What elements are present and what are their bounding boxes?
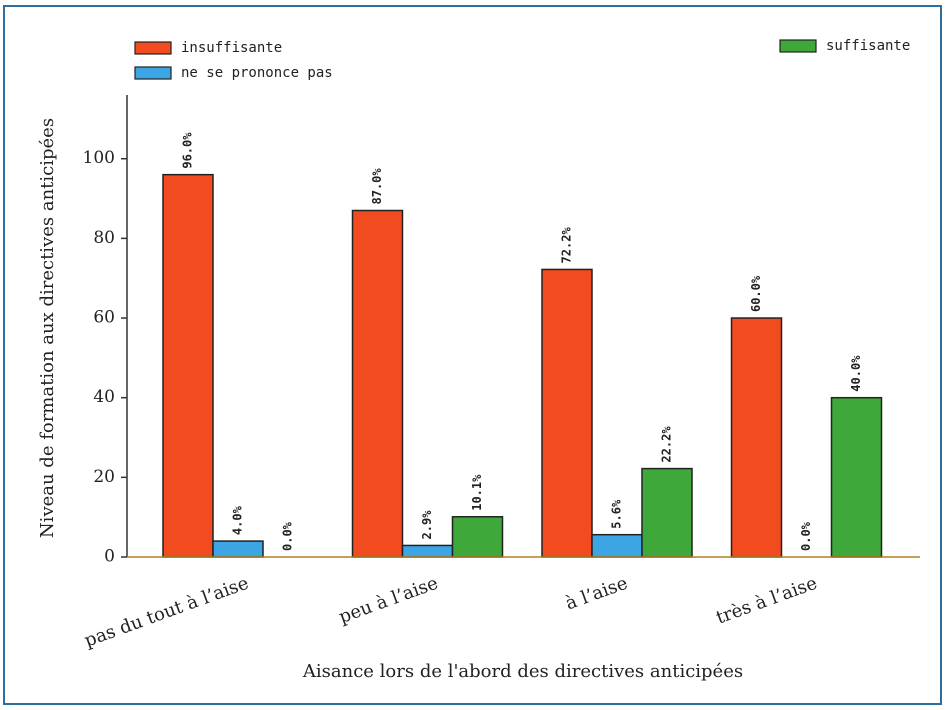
y-tick-label: 40	[93, 387, 115, 407]
bar	[351, 209, 404, 558]
bar	[541, 268, 593, 558]
value-label: 0.0%	[281, 521, 295, 551]
legend-label: insuffisante	[181, 40, 282, 56]
value-label: 0.0%	[799, 521, 813, 551]
legend-swatch	[134, 41, 172, 55]
bar	[401, 544, 454, 558]
value-label: 96.0%	[181, 132, 195, 169]
value-label: 60.0%	[749, 275, 763, 312]
y-tick-label: 60	[93, 308, 115, 328]
value-label: 40.0%	[849, 355, 863, 392]
frame	[3, 5, 942, 705]
value-label: 4.0%	[231, 505, 245, 535]
y-tick-label: 0	[104, 547, 115, 567]
bar	[212, 540, 264, 558]
legend-swatch	[779, 39, 817, 53]
value-label: 5.6%	[610, 499, 624, 529]
value-label: 22.2%	[660, 426, 674, 463]
legend-label: ne se prononce pas	[181, 65, 333, 81]
legend-swatch	[134, 66, 172, 80]
bar	[591, 533, 643, 558]
y-tick-label: 100	[83, 148, 115, 168]
value-label: 72.2%	[560, 227, 574, 264]
bar	[162, 173, 214, 558]
value-label: 87.0%	[370, 168, 384, 205]
bar	[641, 467, 693, 558]
legend-label: suffisante	[826, 38, 910, 54]
bar	[830, 396, 883, 558]
y-tick-label: 80	[93, 228, 115, 248]
y-axis-title: Niveau de formation aux directives antic…	[37, 118, 58, 538]
bar	[730, 317, 783, 558]
value-label: 2.9%	[420, 510, 434, 540]
y-tick-label: 20	[93, 467, 115, 487]
x-axis-title: Aisance lors de l'abord des directives a…	[302, 661, 743, 682]
value-label: 10.1%	[470, 474, 484, 511]
bar	[451, 516, 504, 558]
